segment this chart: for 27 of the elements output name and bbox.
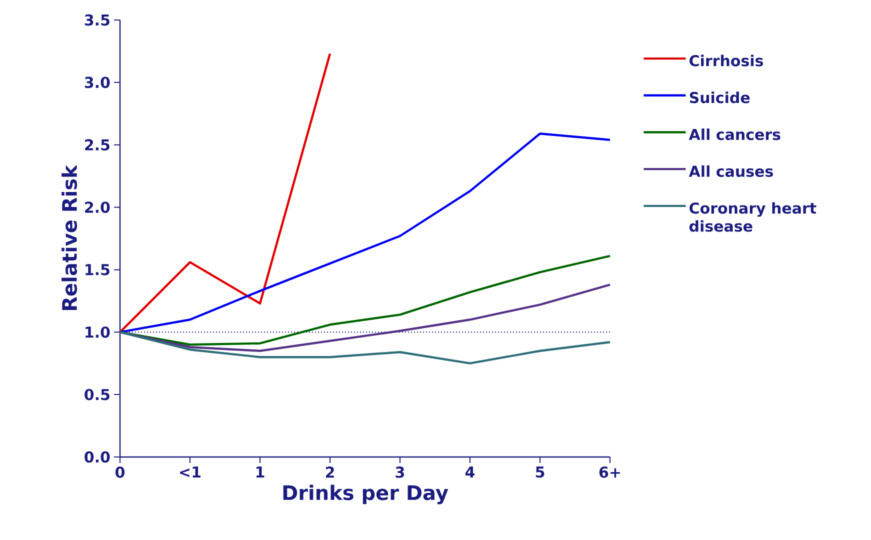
y-tick-label: 1.0 bbox=[86, 326, 110, 338]
x-tick-label: 6+ bbox=[599, 466, 620, 478]
x-tick-label: 2 bbox=[326, 466, 334, 478]
y-tick-label: 1.5 bbox=[86, 264, 110, 276]
legend-label: Suicide bbox=[690, 92, 750, 104]
y-tick-label: 0.0 bbox=[84, 451, 110, 463]
legend-label: Cirrhosis bbox=[690, 54, 764, 66]
legend-label: All causes bbox=[688, 165, 773, 177]
line-series bbox=[118, 132, 612, 334]
legend-label: All cancers bbox=[688, 128, 780, 140]
x-tick-label: 5 bbox=[536, 466, 544, 478]
line-series bbox=[118, 254, 612, 346]
line-series bbox=[118, 331, 612, 364]
x-tick-label: 1 bbox=[256, 466, 264, 478]
x-tick-label: 3 bbox=[396, 466, 404, 478]
x-tick-label: 4 bbox=[465, 466, 475, 478]
y-tick-label: 3.0 bbox=[84, 76, 110, 88]
y-tick-label: 2.0 bbox=[85, 202, 110, 213]
x-tick-label: <1 bbox=[180, 466, 200, 478]
line-series bbox=[118, 52, 332, 334]
y-tick-label: 0.5 bbox=[84, 388, 110, 400]
y-tick-label: 3.5 bbox=[84, 14, 110, 26]
x-axis-title: Drinks per Day bbox=[283, 484, 448, 504]
y-tick-label: 2.5 bbox=[85, 139, 110, 151]
y-axis-title: Relative Risk bbox=[62, 164, 78, 310]
x-tick-label: 0 bbox=[116, 466, 124, 478]
legend-label: Coronary heart disease bbox=[689, 202, 816, 232]
